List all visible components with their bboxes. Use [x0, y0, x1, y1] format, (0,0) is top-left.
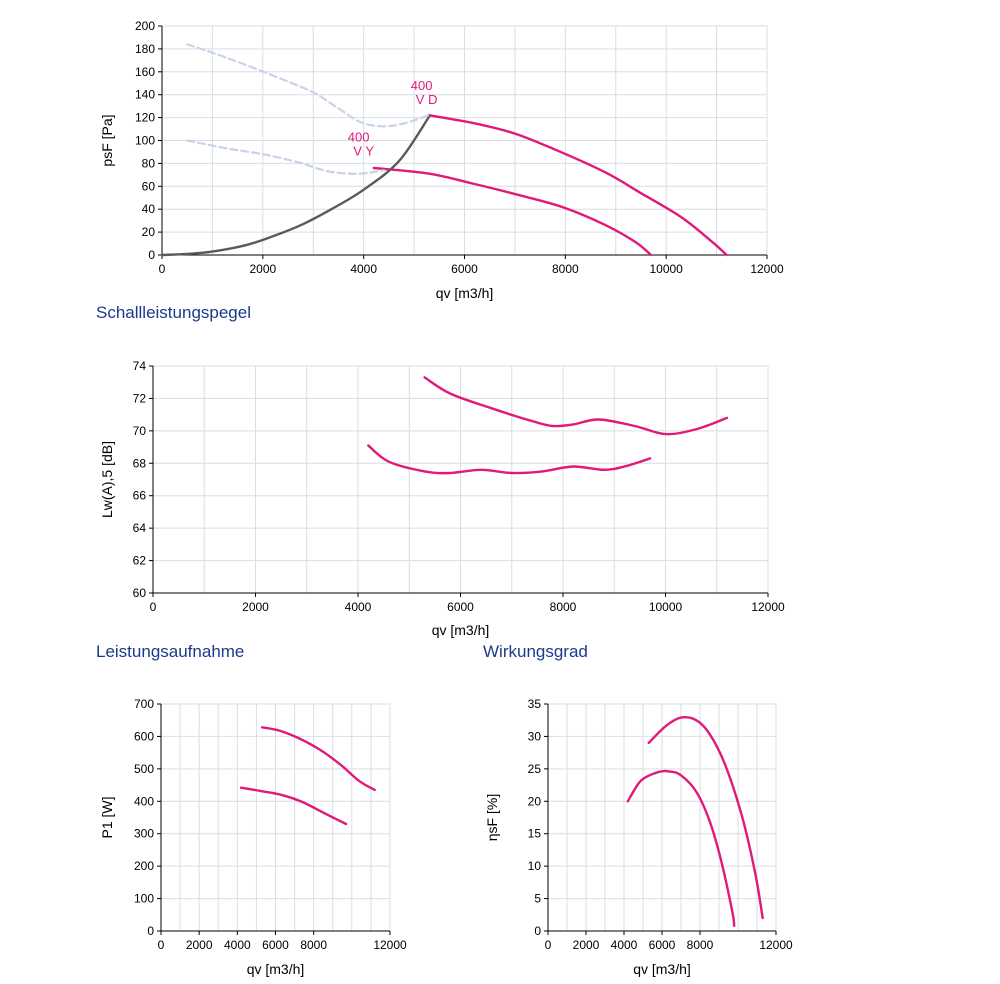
y-axis-title: psF [Pa] [99, 114, 115, 166]
y-tick-label: 200 [134, 859, 154, 873]
y-axis-title: ηsF [%] [484, 794, 500, 841]
chart-power: 0 100 200 300 400 500 600 700 0 2000 4000 6000 8000 1… [99, 697, 407, 977]
y-tick-label: 10 [528, 859, 542, 873]
series-line-series-1 [626, 769, 736, 927]
y-tick-label: 40 [142, 202, 156, 216]
series-line-prior-4 [186, 139, 385, 175]
y-tick-label: 100 [135, 134, 155, 148]
y-tick-label: 400 [134, 794, 154, 808]
x-tick-label: 0 [158, 938, 165, 952]
y-tick-label: 600 [134, 729, 154, 743]
curve-label-size: 400 [411, 78, 433, 93]
y-tick-label: 140 [135, 88, 155, 102]
y-tick-label: 200 [135, 19, 155, 33]
chart-efficiency: 0 5 10 15 20 25 30 35 0 2000 4000 6000 8000 12000 qv [… [484, 697, 793, 977]
section-title-efficiency: Wirkungsgrad [483, 642, 588, 661]
section-title-power: Leistungsaufnahme [96, 642, 244, 661]
x-tick-label: 12000 [373, 938, 407, 952]
series-line-series-1 [367, 444, 652, 475]
x-tick-label: 8000 [552, 262, 579, 276]
x-tick-label: 8000 [300, 938, 327, 952]
x-tick-label: 6000 [447, 600, 474, 614]
curve-label-connection: V Y [353, 143, 374, 158]
y-tick-label: 160 [135, 65, 155, 79]
x-tick-label: 10000 [649, 600, 683, 614]
series-line-series-1 [372, 166, 653, 257]
y-tick-label: 35 [528, 697, 542, 711]
x-tick-label: 4000 [345, 600, 372, 614]
series-line-series-0 [423, 376, 729, 436]
x-tick-label: 0 [159, 262, 166, 276]
x-tick-label: 6000 [649, 938, 676, 952]
y-tick-label: 70 [133, 424, 147, 438]
x-tick-label: 0 [150, 600, 157, 614]
y-tick-label: 80 [142, 156, 156, 170]
y-tick-label: 62 [133, 554, 147, 568]
y-tick-label: 64 [133, 521, 147, 535]
y-tick-label: 72 [133, 391, 147, 405]
y-tick-label: 0 [147, 924, 154, 938]
series-line-series-1 [239, 786, 348, 826]
x-tick-label: 4000 [611, 938, 638, 952]
x-tick-label: 12000 [751, 600, 785, 614]
y-tick-label: 60 [142, 179, 156, 193]
chart-sound: 60 62 64 66 68 70 72 74 0 2000 4000 6000 8000 10000 12… [99, 359, 785, 638]
x-tick-label: 8000 [550, 600, 577, 614]
y-tick-label: 500 [134, 762, 154, 776]
x-tick-label: 2000 [242, 600, 269, 614]
y-tick-label: 0 [148, 248, 155, 262]
series-line-prior-3 [186, 43, 431, 128]
y-tick-label: 120 [135, 111, 155, 125]
y-tick-label: 25 [528, 762, 542, 776]
x-tick-label: 4000 [350, 262, 377, 276]
x-tick-label: 10000 [649, 262, 683, 276]
y-tick-label: 5 [534, 892, 541, 906]
y-tick-label: 100 [134, 892, 154, 906]
series-line-system-2 [160, 115, 431, 257]
y-tick-label: 68 [133, 456, 147, 470]
series-line-series-0 [260, 726, 376, 792]
x-axis-title: qv [m3/h] [633, 961, 691, 977]
y-tick-label: 74 [133, 359, 147, 373]
x-tick-label: 6000 [262, 938, 289, 952]
x-tick-label: 6000 [451, 262, 478, 276]
y-tick-label: 66 [133, 489, 147, 503]
y-tick-label: 60 [133, 586, 147, 600]
x-axis-title: qv [m3/h] [247, 961, 305, 977]
y-tick-label: 180 [135, 42, 155, 56]
curve-label-connection: V D [416, 92, 438, 107]
y-tick-label: 20 [528, 794, 542, 808]
x-tick-label: 12000 [759, 938, 793, 952]
y-tick-label: 15 [528, 827, 542, 841]
x-tick-label: 12000 [750, 262, 784, 276]
x-tick-label: 0 [545, 938, 552, 952]
y-axis-title: Lw(A),5 [dB] [99, 441, 115, 518]
x-tick-label: 8000 [687, 938, 714, 952]
y-tick-label: 0 [534, 924, 541, 938]
series-line-series-0 [428, 114, 728, 257]
x-tick-label: 2000 [249, 262, 276, 276]
series-line-series-0 [647, 716, 764, 920]
x-tick-label: 2000 [186, 938, 213, 952]
curve-label-size: 400 [348, 129, 370, 144]
y-tick-label: 20 [142, 225, 156, 239]
y-tick-label: 300 [134, 827, 154, 841]
section-title-sound: Schallleistungspegel [96, 303, 251, 322]
y-tick-label: 700 [134, 697, 154, 711]
x-tick-label: 4000 [224, 938, 251, 952]
y-axis-title: P1 [W] [99, 796, 115, 838]
x-axis-title: qv [m3/h] [432, 622, 490, 638]
x-tick-label: 2000 [573, 938, 600, 952]
x-axis-title: qv [m3/h] [436, 285, 494, 301]
y-tick-label: 30 [528, 729, 542, 743]
